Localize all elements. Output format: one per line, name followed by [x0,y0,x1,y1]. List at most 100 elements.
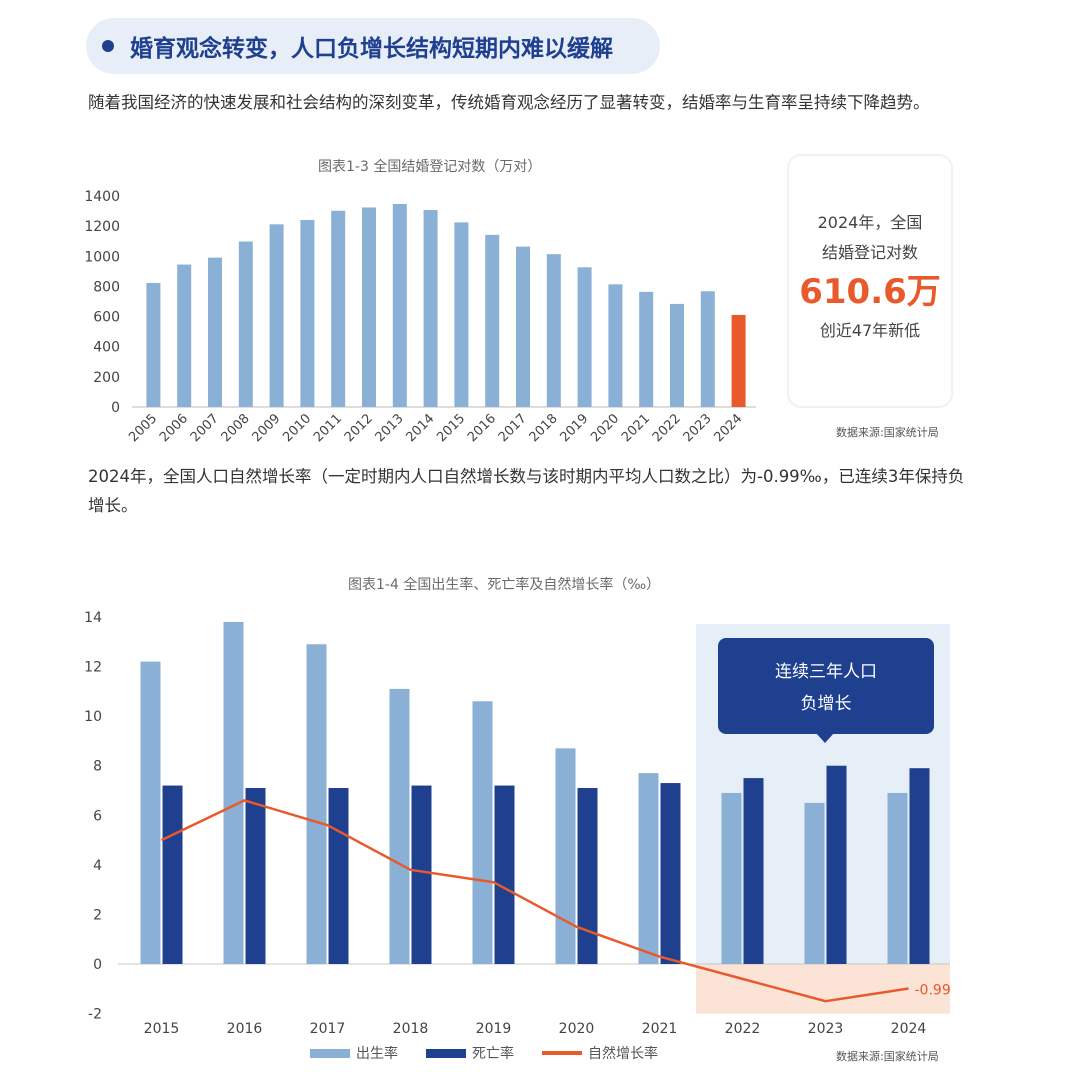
legend-swatch-light-bar [310,1048,350,1058]
chart2-y-tick-label: 10 [84,709,102,725]
chart2-x-tick-label: 2017 [310,1021,346,1037]
chart2-x-tick-label: 2019 [476,1021,512,1037]
chart1-x-tick-label: 2011 [311,411,345,445]
intro-paragraph: 随着我国经济的快速发展和社会结构的深刻变革，传统婚育观念经历了显著转变，结婚率与… [88,93,930,112]
negative-growth-callout: 连续三年人口 负增长 [718,638,934,734]
chart1-x-tick-label: 2012 [342,411,376,445]
legend-item-natural-growth: 自然增长率 [542,1043,658,1063]
callout-line1: 2024年，全国 [817,213,923,232]
chart2-bar-death-rate [577,788,598,964]
chart2-y-tick-label: 8 [93,759,102,775]
chart2-bar-death-rate [660,783,681,964]
chart1-bar [485,234,500,407]
chart2-bar-birth-rate [804,802,825,964]
chart1-x-tick-label: 2006 [157,411,191,445]
chart2-legend: 出生率 死亡率 自然增长率 [310,1043,686,1063]
chart2-y-tick-label: 0 [93,957,102,973]
chart1-x-tick-label: 2017 [496,411,530,445]
chart1-source: 数据来源:国家统计局 [836,426,939,439]
chart1-y-tick-label: 600 [93,310,120,326]
chart2-bar-birth-rate [306,644,327,964]
chart2-y-tick-label: 14 [84,610,102,626]
chart1-x-tick-label: 2024 [711,411,745,445]
chart1-x-tick-label: 2018 [527,411,561,445]
chart2-bar-death-rate [245,788,266,964]
chart1-bar [516,246,530,407]
chart1-x-tick-label: 2016 [465,411,499,445]
chart2-y-tick-label: 4 [93,858,102,874]
chart1-y-tick-label: 1000 [84,249,120,265]
chart1-bar [700,291,715,407]
legend-swatch-dark-bar [426,1048,466,1058]
chart2-y-tick-label: 2 [93,907,102,923]
callout-pointer-icon [816,733,834,743]
chart1-x-tick-label: 2023 [681,411,715,445]
chart1-bar [608,284,623,407]
legend-label-natural-growth: 自然增长率 [588,1046,658,1062]
chart2-x-tick-label: 2022 [725,1021,761,1037]
chart2-bar-death-rate [328,788,349,964]
middle-paragraph: 2024年，全国人口自然增长率（一定时期内人口自然增长数与该时期内平均人口数之比… [88,467,965,515]
chart1-x-tick-label: 2005 [126,411,160,445]
chart1-y-tick-label: 400 [93,340,120,356]
chart2-bar-death-rate [411,785,432,964]
chart1-bar [208,257,222,407]
chart2-y-tick-label: 6 [93,808,102,824]
chart2-bar-birth-rate [140,661,161,964]
chart1-y-tick-label: 200 [93,370,120,386]
chart2-bar-death-rate [162,785,183,964]
callout-bubble-line2: 负增长 [800,694,852,714]
chart2-y-tick-label: 12 [84,660,102,676]
section-header: 婚育观念转变，人口负增长结构短期内难以缓解 [86,18,660,74]
callout-bubble-line1: 连续三年人口 [775,662,877,682]
chart1-x-tick-label: 2015 [434,411,468,445]
chart2-end-value-label: -0.99 [915,983,951,999]
chart2-title: 图表1-4 全国出生率、死亡率及自然增长率（‰） [348,577,661,593]
legend-label-birth-rate: 出生率 [356,1046,398,1062]
legend-item-birth-rate: 出生率 [310,1043,398,1063]
chart2-bar-birth-rate [555,748,576,964]
chart2-y-tick-label: -2 [88,1007,102,1023]
chart2-bar-death-rate [494,785,515,964]
chart2-bar-death-rate [826,765,847,964]
chart1-x-tick-label: 2014 [403,411,437,445]
chart1-bar [392,203,407,407]
chart2-x-tick-label: 2023 [808,1021,844,1037]
chart2-x-tick-label: 2020 [559,1021,595,1037]
chart2-bar-birth-rate [638,773,659,964]
chart1-x-tick-label: 2021 [619,411,653,445]
chart2-x-tick-label: 2021 [642,1021,678,1037]
chart2-negative-band [696,964,950,1014]
chart1-y-tick-label: 0 [111,400,120,416]
chart1-x-tick-label: 2010 [280,411,314,445]
chart1-bar [238,241,253,407]
section-title: 婚育观念转变，人口负增长结构短期内难以缓解 [130,36,613,62]
chart1-x-tick-label: 2019 [557,411,591,445]
chart2-bar-birth-rate [887,792,908,964]
chart1-y-tick-label: 1400 [84,189,120,205]
bullet-dot-icon [102,40,114,52]
chart2-bar-birth-rate [223,621,244,964]
chart1-bar [639,291,654,407]
chart1-bar [731,314,746,407]
chart1-bar [670,303,684,407]
chart2-bar-birth-rate [389,688,410,964]
legend-label-death-rate: 死亡率 [472,1046,514,1062]
chart1-x-tick-label: 2008 [219,411,253,445]
chart2-x-tick-label: 2015 [144,1021,180,1037]
chart1-bar [454,222,469,407]
chart1-bar [300,219,315,407]
legend-swatch-line [542,1051,582,1055]
marriage-callout-card: 2024年，全国 结婚登记对数 610.6万 创近47年新低 [787,154,953,408]
chart2-bar-birth-rate [721,792,742,964]
chart1-bar [423,210,438,407]
chart1-bar [177,264,192,407]
chart1-y-tick-label: 800 [93,279,120,295]
callout-value: 610.6万 [799,272,941,312]
chart2-x-tick-label: 2024 [891,1021,927,1037]
chart1-y-tick-label: 1200 [84,219,120,235]
chart1-x-tick-label: 2013 [373,411,407,445]
chart1-bar [269,224,284,407]
chart2-bar-birth-rate [472,701,493,964]
legend-item-death-rate: 死亡率 [426,1043,514,1063]
